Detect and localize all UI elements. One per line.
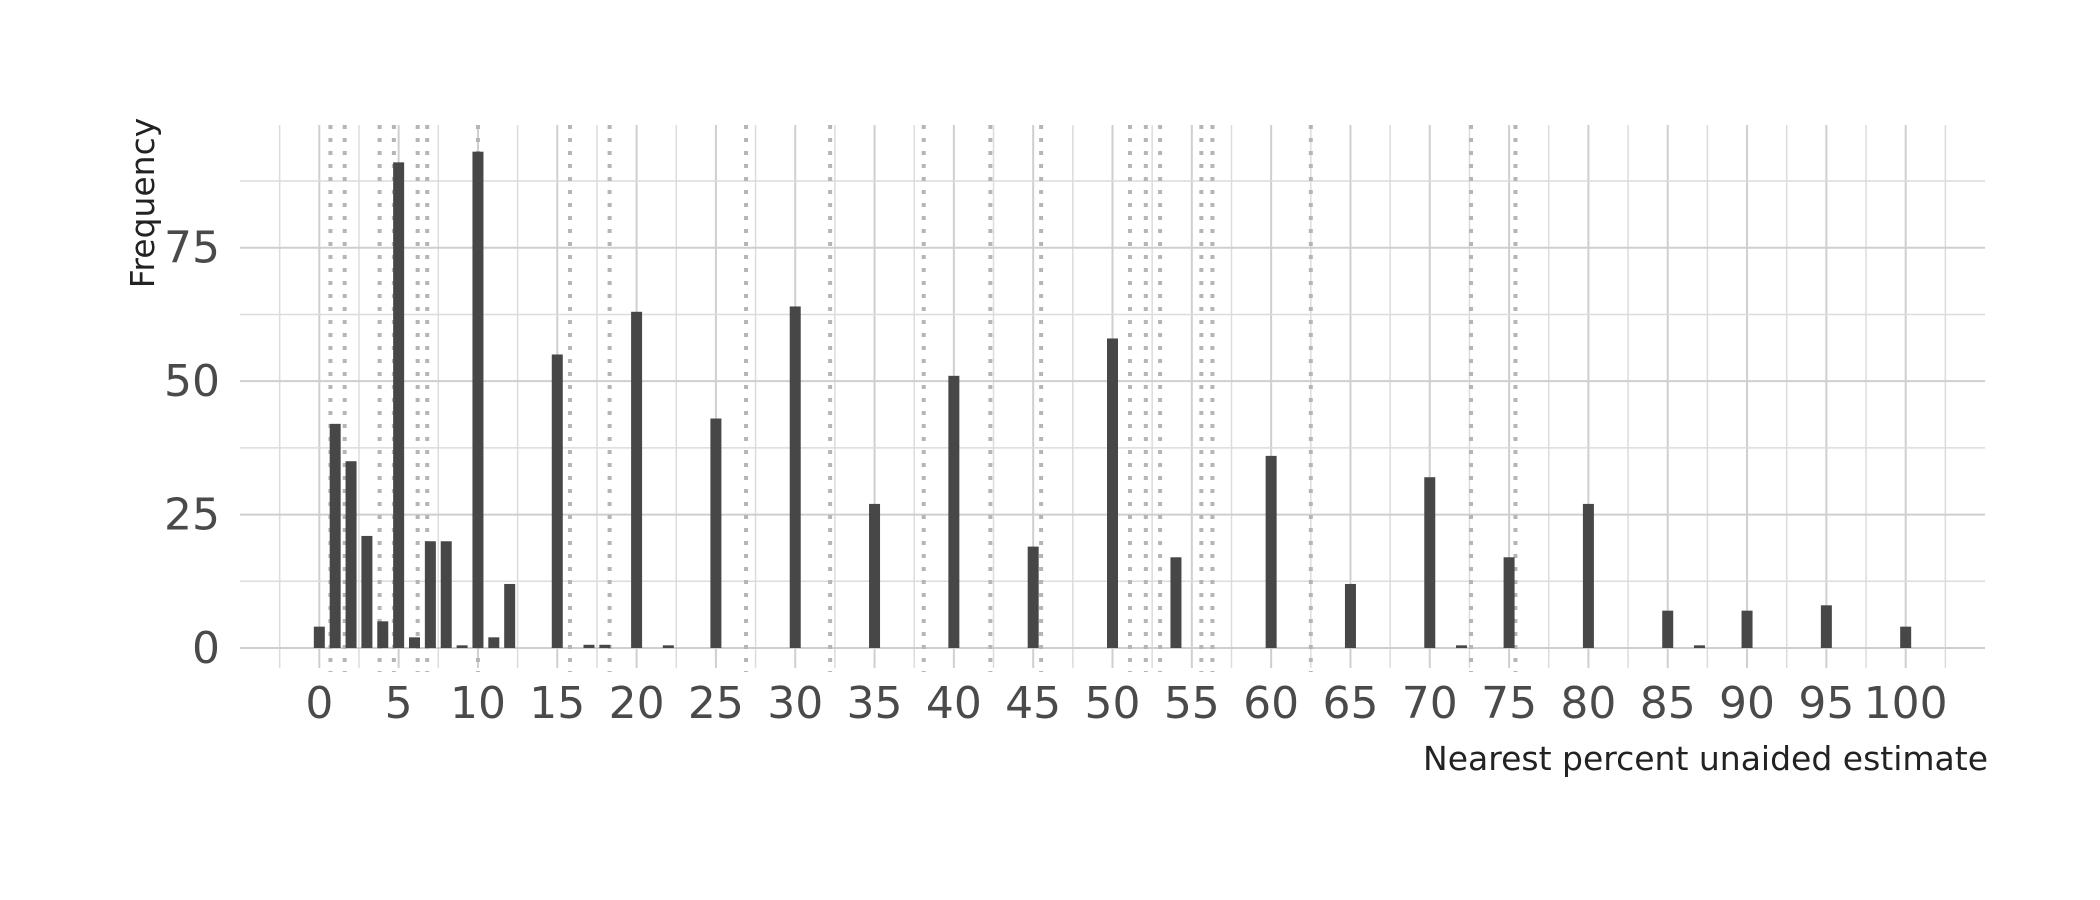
x-tick-label: 45 [1005, 678, 1061, 729]
x-tick-label: 60 [1243, 678, 1299, 729]
bar [313, 626, 325, 648]
bar [472, 151, 484, 649]
bar [424, 541, 436, 648]
bar [1424, 477, 1436, 648]
bar [329, 423, 341, 648]
bar [710, 418, 722, 648]
bar [393, 162, 405, 648]
x-tick-label: 25 [688, 678, 744, 729]
y-axis-title: Frequency [123, 118, 162, 288]
bar [377, 621, 389, 648]
bar [789, 306, 801, 648]
bar [1820, 605, 1832, 648]
x-tick-label: 65 [1322, 678, 1378, 729]
x-tick-label: 90 [1719, 678, 1775, 729]
bar [488, 637, 500, 648]
x-tick-label: 40 [926, 678, 982, 729]
bar [1170, 557, 1182, 648]
bar [504, 583, 516, 648]
bar [1582, 503, 1594, 648]
x-tick-label: 10 [450, 678, 506, 729]
bar [662, 645, 674, 648]
bar [1344, 583, 1356, 648]
bar [1900, 626, 1912, 648]
bar [1693, 645, 1705, 648]
bar [583, 644, 595, 648]
reference-lines [328, 125, 1518, 672]
x-tick-label: 0 [305, 678, 333, 729]
x-tick-label: 20 [609, 678, 665, 729]
bar [1662, 610, 1674, 648]
bar [440, 541, 452, 648]
bar [456, 645, 468, 648]
x-tick-label: 15 [529, 678, 585, 729]
bar [948, 375, 960, 648]
x-tick-label: 5 [385, 678, 413, 729]
x-tick-label: 85 [1640, 678, 1696, 729]
bar [869, 503, 881, 648]
x-tick-label: 30 [767, 678, 823, 729]
bar [631, 311, 643, 648]
x-tick-label: 70 [1402, 678, 1458, 729]
bars [313, 151, 1912, 649]
y-tick-label: 0 [192, 623, 220, 674]
y-tick-label: 75 [164, 223, 220, 274]
x-tick-label: 75 [1481, 678, 1537, 729]
x-axis-title: Nearest percent unaided estimate [1423, 739, 1988, 778]
bar [1503, 557, 1515, 648]
bar [1107, 338, 1118, 648]
bar [1741, 610, 1753, 648]
y-tick-labels: 0 25 50 75 [164, 223, 220, 674]
bar [361, 535, 373, 648]
x-tick-label: 100 [1864, 678, 1948, 729]
bar [1456, 645, 1467, 648]
y-tick-label: 25 [164, 490, 220, 541]
bar [1027, 546, 1039, 648]
x-tick-label: 50 [1085, 678, 1141, 729]
x-tick-label: 55 [1164, 678, 1220, 729]
bar [599, 644, 611, 648]
x-tick-labels: 0 5 10 15 20 25 30 35 40 45 50 55 60 65 70 75 80 85 90 95 10… [305, 678, 1947, 729]
bar [409, 637, 420, 648]
x-tick-label: 35 [847, 678, 903, 729]
bar [1265, 455, 1277, 648]
bar [345, 461, 357, 648]
x-tick-label: 80 [1560, 678, 1616, 729]
y-tick-label: 50 [164, 356, 220, 407]
bar [551, 354, 563, 648]
x-tick-label: 95 [1798, 678, 1854, 729]
